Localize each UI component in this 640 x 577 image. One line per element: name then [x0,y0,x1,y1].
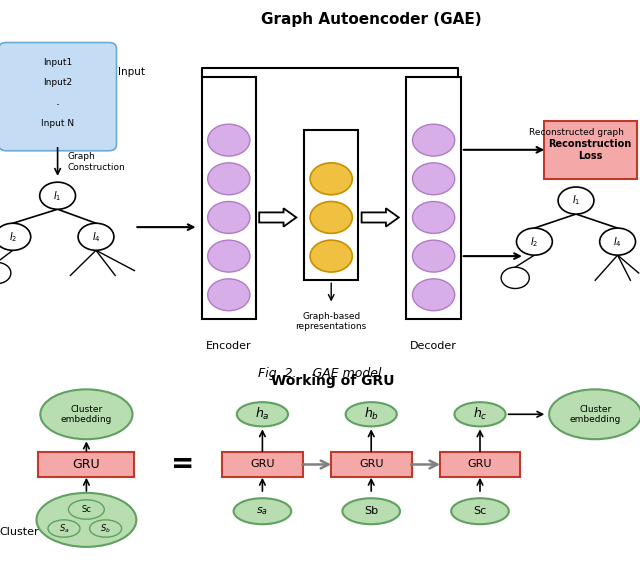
Circle shape [207,279,250,311]
Text: $h_a$: $h_a$ [255,406,269,422]
Circle shape [0,223,31,250]
Text: $S_a$: $S_a$ [59,522,69,535]
Circle shape [40,182,76,209]
Circle shape [412,240,455,272]
FancyBboxPatch shape [222,452,303,477]
FancyBboxPatch shape [440,452,520,477]
Text: $I_4$: $I_4$ [613,235,622,249]
Text: Input N: Input N [41,119,74,128]
Text: Fig. 2.    GAE model: Fig. 2. GAE model [259,366,381,380]
Ellipse shape [451,499,509,524]
Circle shape [207,163,250,195]
Text: Decoder: Decoder [410,340,457,350]
Text: $h_c$: $h_c$ [473,406,487,422]
FancyArrow shape [362,208,399,227]
Text: Working of GRU: Working of GRU [271,374,394,388]
FancyBboxPatch shape [38,452,134,477]
Text: $I_1$: $I_1$ [53,189,62,203]
Circle shape [207,201,250,234]
Circle shape [90,520,122,537]
Circle shape [207,124,250,156]
Circle shape [600,228,636,255]
Circle shape [310,240,352,272]
Text: $I_2$: $I_2$ [8,230,17,243]
Text: Encoder: Encoder [206,340,252,350]
Text: Sb: Sb [364,506,378,516]
Circle shape [68,500,104,519]
Text: $s_a$: $s_a$ [257,505,268,517]
Text: $I_1$: $I_1$ [572,194,580,208]
Text: Reconstructed graph: Reconstructed graph [529,129,623,137]
Circle shape [516,228,552,255]
Text: $h_b$: $h_b$ [364,406,379,422]
Text: Reconstruction
Loss: Reconstruction Loss [548,139,632,160]
FancyBboxPatch shape [406,77,461,319]
Text: Input: Input [118,68,145,77]
Text: Input1: Input1 [43,58,72,68]
Circle shape [36,493,136,547]
FancyBboxPatch shape [0,43,116,151]
Circle shape [310,163,352,195]
Text: Input2: Input2 [43,78,72,87]
Ellipse shape [342,499,400,524]
Circle shape [0,263,11,284]
Text: .: . [56,95,60,108]
Circle shape [412,201,455,234]
Circle shape [412,279,455,311]
FancyArrow shape [259,208,296,227]
FancyBboxPatch shape [331,452,412,477]
Text: =: = [171,451,194,478]
Ellipse shape [237,402,288,426]
Text: Graph-based
representations: Graph-based representations [296,312,367,331]
Circle shape [412,124,455,156]
Text: Cluster
embedding: Cluster embedding [570,404,621,424]
Circle shape [558,187,594,214]
FancyBboxPatch shape [304,130,358,280]
FancyBboxPatch shape [202,77,256,319]
Text: GRU: GRU [468,459,492,470]
Text: $S_b$: $S_b$ [100,522,111,535]
Ellipse shape [454,402,506,426]
Circle shape [501,267,529,288]
Ellipse shape [346,402,397,426]
Text: Cluster
embedding: Cluster embedding [61,404,112,424]
Text: Sc: Sc [81,505,92,514]
Text: $I_2$: $I_2$ [530,235,539,249]
Text: Graph Autoencoder (GAE): Graph Autoencoder (GAE) [261,12,481,27]
FancyBboxPatch shape [544,121,637,179]
Circle shape [549,389,640,439]
Circle shape [40,389,132,439]
Text: $I_4$: $I_4$ [92,230,100,243]
Circle shape [207,240,250,272]
Text: GRU: GRU [72,458,100,471]
Circle shape [78,223,114,250]
Text: GRU: GRU [359,459,383,470]
Ellipse shape [234,499,291,524]
Text: GRU: GRU [250,459,275,470]
Circle shape [310,201,352,234]
Text: Cluster: Cluster [0,527,39,537]
Circle shape [412,163,455,195]
Text: Graph
Construction: Graph Construction [67,152,125,171]
Circle shape [48,520,80,537]
Text: Sc: Sc [474,506,486,516]
